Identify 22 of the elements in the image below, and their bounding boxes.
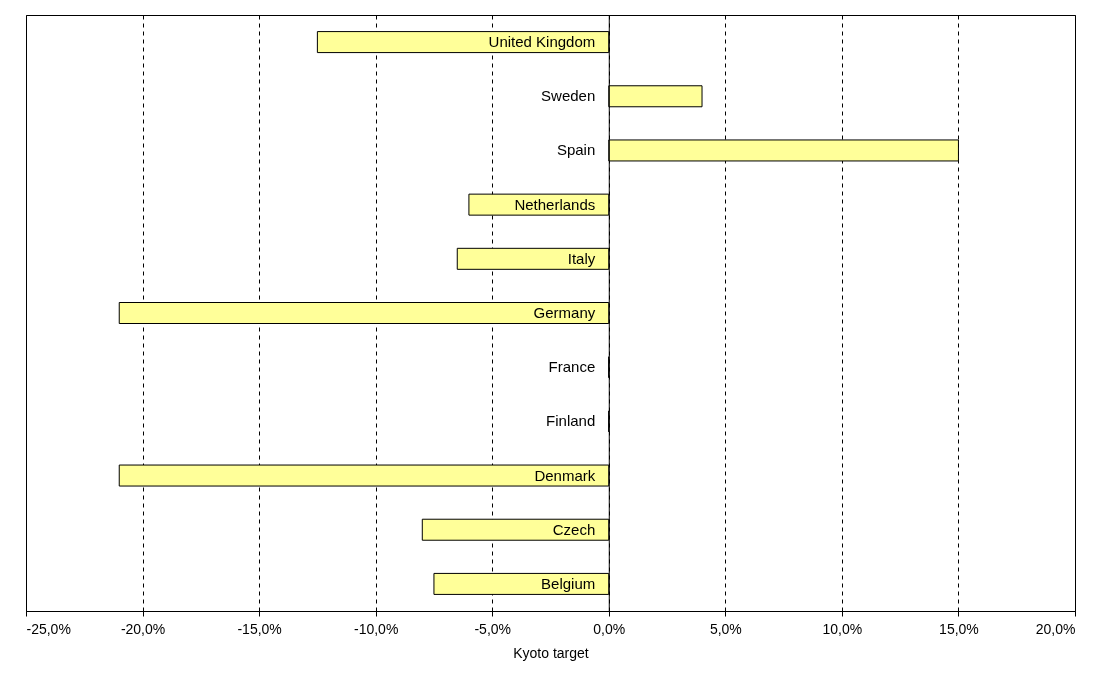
y-tick-label: Czech <box>552 520 596 538</box>
x-tick-label: 20,0% <box>1035 620 1076 637</box>
x-tick-label: -25,0% <box>26 620 71 637</box>
y-tick-label: Spain <box>556 141 596 159</box>
y-tick-label: Germany <box>533 304 596 321</box>
y-tick-label: Denmark <box>534 466 596 484</box>
x-tick-label: -5,0% <box>474 620 512 637</box>
x-tick-label: 5,0% <box>709 620 742 637</box>
y-tick-label: United Kingdom <box>488 33 596 51</box>
x-axis-title: Kyoto target <box>513 644 589 661</box>
y-tick-label: France <box>548 358 596 376</box>
y-tick-label: Belgium <box>541 574 596 592</box>
x-tick-label: -20,0% <box>120 620 166 637</box>
x-tick-label: -10,0% <box>353 620 399 637</box>
x-tick-label: 15,0% <box>939 620 979 637</box>
y-tick-label: Finland <box>546 412 596 430</box>
x-tick-label: -15,0% <box>237 620 282 637</box>
y-tick-label: Italy <box>567 249 596 267</box>
x-tick-label: 0,0% <box>593 620 626 637</box>
x-tick-label: 10,0% <box>822 620 863 637</box>
y-tick-label: Netherlands <box>514 195 596 213</box>
y-tick-label: Sweden <box>541 87 596 105</box>
